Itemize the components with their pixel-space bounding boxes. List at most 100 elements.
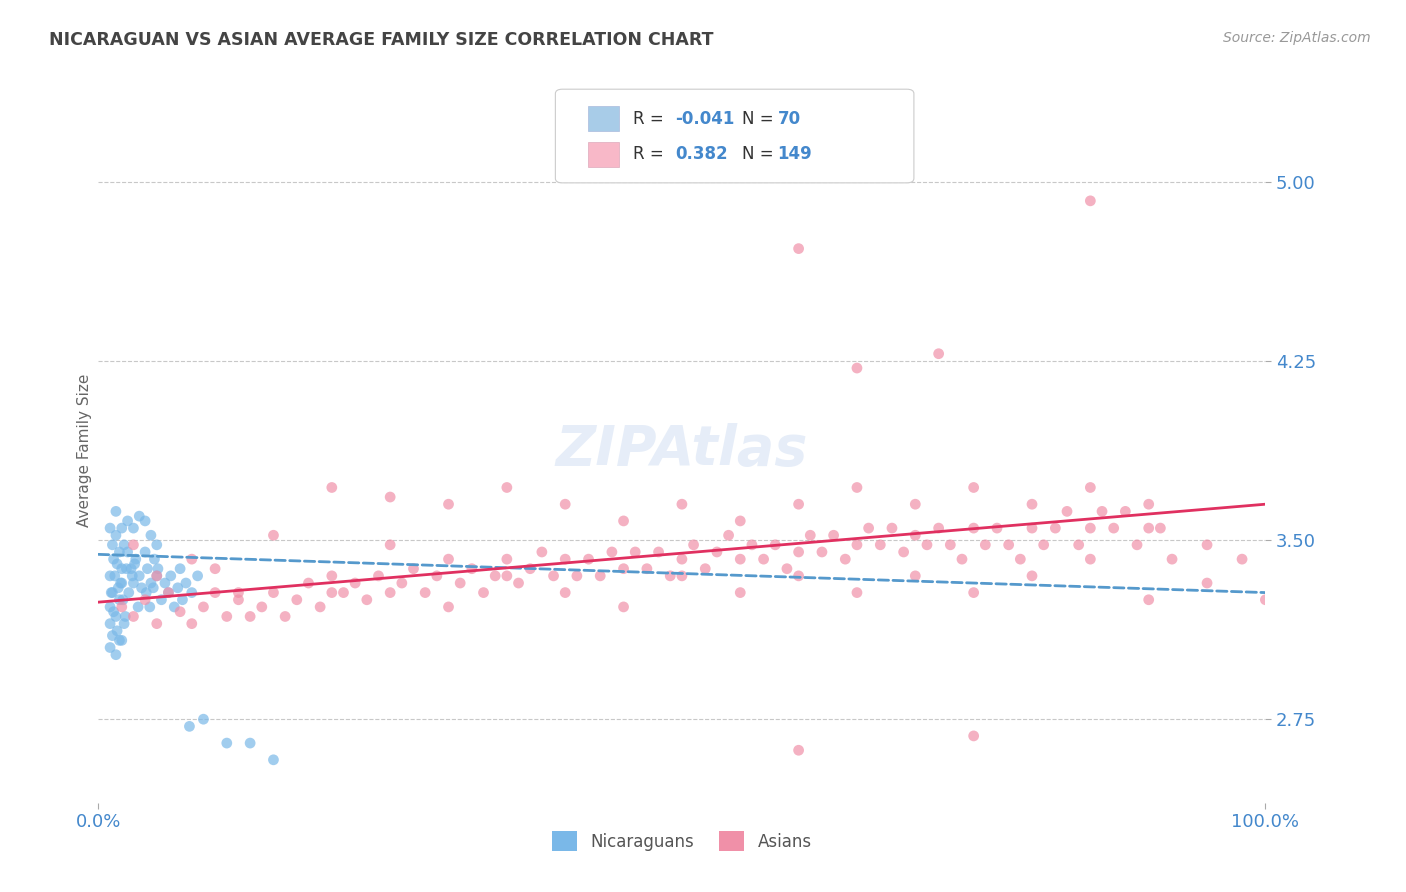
Point: [391, 576, 413, 591]
Point: [1021, 497, 1043, 511]
Point: [98, 640, 121, 655]
Point: [647, 545, 669, 559]
Point: [671, 569, 693, 583]
Point: [131, 581, 153, 595]
Point: [472, 585, 495, 599]
Point: [834, 552, 856, 566]
Point: [112, 616, 135, 631]
Point: [111, 592, 134, 607]
Point: [142, 581, 165, 595]
Point: [122, 538, 145, 552]
Point: [1010, 552, 1032, 566]
Point: [114, 609, 136, 624]
Point: [695, 562, 717, 576]
Text: N =: N =: [742, 110, 773, 128]
Point: [413, 585, 436, 599]
Point: [127, 599, 149, 614]
Point: [180, 616, 202, 631]
Point: [122, 576, 145, 591]
Point: [437, 552, 460, 566]
Point: [915, 538, 938, 552]
Point: [612, 599, 634, 614]
Point: [321, 585, 343, 599]
Point: [262, 528, 284, 542]
Point: [193, 712, 215, 726]
Point: [344, 576, 367, 591]
Point: [519, 562, 541, 576]
Point: [108, 545, 131, 559]
Point: [1021, 569, 1043, 583]
Point: [134, 545, 156, 559]
Point: [104, 648, 127, 662]
Point: [297, 576, 319, 591]
Point: [111, 521, 134, 535]
Point: [846, 585, 869, 599]
Point: [823, 528, 845, 542]
Point: [554, 497, 576, 511]
Point: [118, 585, 141, 599]
Point: [1254, 592, 1277, 607]
Point: [134, 592, 156, 607]
Point: [997, 538, 1019, 552]
Point: [904, 569, 927, 583]
Point: [150, 592, 173, 607]
Point: [846, 481, 869, 495]
Point: [111, 599, 134, 614]
Point: [239, 609, 262, 624]
Point: [180, 552, 202, 566]
Point: [110, 576, 132, 591]
Point: [671, 497, 693, 511]
Point: [262, 753, 284, 767]
Point: [128, 509, 150, 524]
Point: [157, 585, 180, 599]
Point: [204, 562, 226, 576]
Point: [105, 557, 128, 571]
Point: [215, 609, 238, 624]
Point: [172, 592, 194, 607]
Point: [107, 581, 129, 595]
Point: [752, 552, 775, 566]
Point: [904, 497, 927, 511]
Point: [146, 538, 169, 552]
Point: [105, 624, 128, 638]
Point: [1137, 592, 1160, 607]
Text: -0.041: -0.041: [675, 110, 734, 128]
Point: [139, 599, 162, 614]
Text: 70: 70: [778, 110, 800, 128]
Point: [121, 569, 143, 583]
Point: [204, 585, 226, 599]
Point: [461, 562, 484, 576]
Point: [111, 576, 134, 591]
Point: [1197, 576, 1219, 591]
Point: [787, 569, 810, 583]
Text: 149: 149: [778, 145, 813, 163]
Point: [367, 569, 389, 583]
Point: [939, 538, 962, 552]
Point: [122, 609, 145, 624]
Text: NICARAGUAN VS ASIAN AVERAGE FAMILY SIZE CORRELATION CHART: NICARAGUAN VS ASIAN AVERAGE FAMILY SIZE …: [49, 31, 714, 49]
Point: [508, 576, 530, 591]
Point: [799, 528, 821, 542]
Point: [636, 562, 658, 576]
Point: [166, 581, 188, 595]
Point: [437, 497, 460, 511]
Point: [321, 481, 343, 495]
Point: [1102, 521, 1125, 535]
Point: [104, 504, 127, 518]
Point: [103, 605, 125, 619]
Point: [659, 569, 682, 583]
Point: [880, 521, 903, 535]
Point: [135, 585, 157, 599]
Point: [193, 599, 215, 614]
Point: [125, 552, 148, 566]
Point: [1149, 521, 1171, 535]
Point: [893, 545, 915, 559]
Point: [565, 569, 588, 583]
Text: N =: N =: [742, 145, 773, 163]
Point: [706, 545, 728, 559]
Point: [146, 569, 169, 583]
Point: [98, 521, 121, 535]
Point: [139, 528, 162, 542]
Point: [104, 569, 127, 583]
Point: [1080, 481, 1102, 495]
